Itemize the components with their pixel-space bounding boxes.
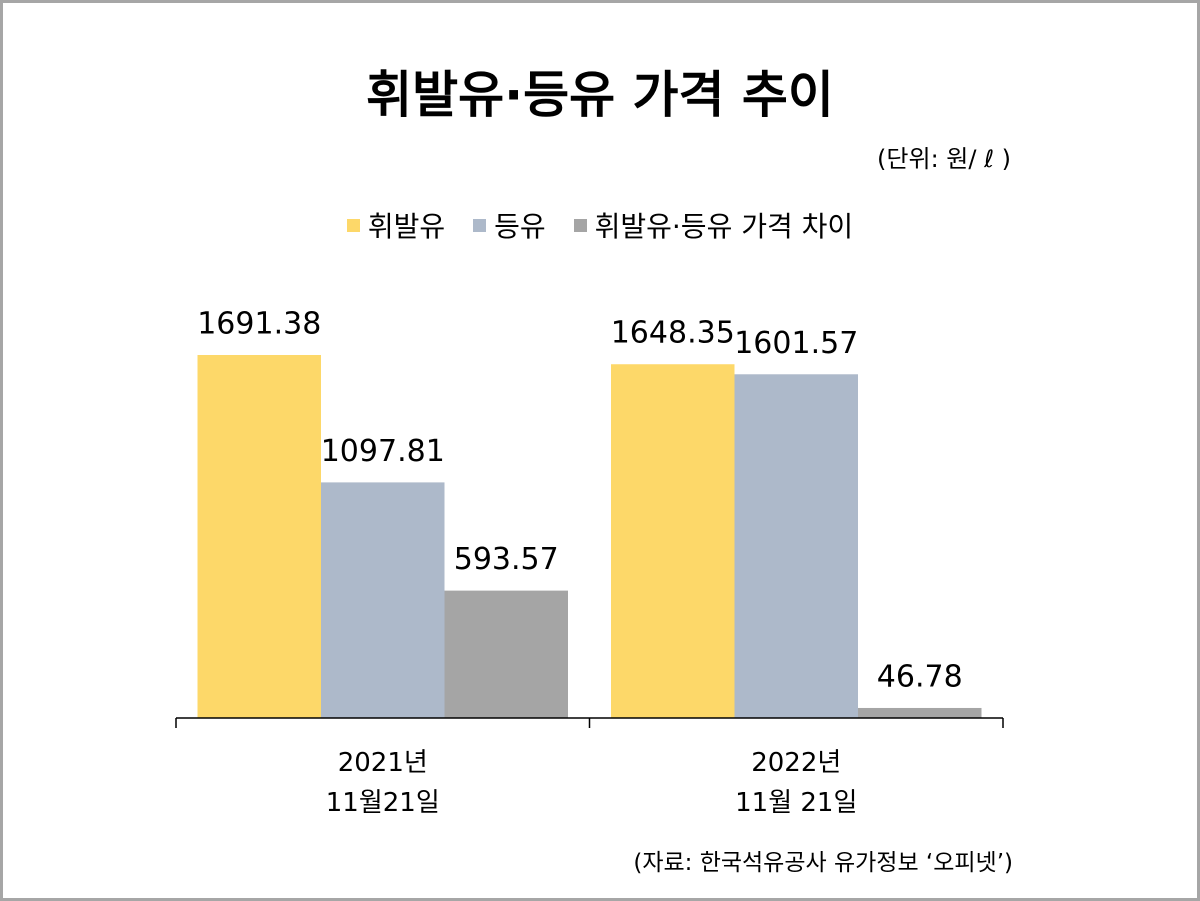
legend-swatch <box>573 218 587 232</box>
data-label: 1601.57 <box>734 326 858 361</box>
legend-item: 휘발유 <box>346 205 446 245</box>
legend-label: 등유 <box>494 210 546 243</box>
legend: 휘발유 등유 휘발유·등유 가격 차이 <box>3 205 1197 245</box>
data-label: 1691.38 <box>197 307 321 342</box>
x-tick-label: 2021년 11월21일 <box>325 748 440 818</box>
x-tick-label: 2022년 11월 21일 <box>735 748 858 818</box>
legend-label: 휘발유 <box>367 210 446 243</box>
data-label: 1648.35 <box>611 316 735 351</box>
source-note: (자료: 한국석유공사 유가정보 ‘오피넷’) <box>633 850 1013 876</box>
unit-label: (단위: 원/ ℓ ) <box>877 145 1011 173</box>
bar <box>611 364 735 718</box>
bar <box>197 355 321 718</box>
bar <box>858 707 982 718</box>
legend-label: 휘발유·등유 가격 차이 <box>594 210 854 243</box>
legend-swatch <box>473 218 487 232</box>
chart-title: 휘발유·등유 가격 추이 <box>366 66 834 124</box>
data-label: 46.78 <box>877 659 963 694</box>
bar <box>734 374 858 718</box>
legend-item: 등유 <box>473 205 546 245</box>
data-label: 1097.81 <box>321 434 445 469</box>
bar <box>321 482 445 718</box>
legend-swatch <box>346 218 360 232</box>
data-label: 593.57 <box>454 542 559 577</box>
plot: 1691.38 1097.81 593.57 1648.35 1601.57 46.78 <box>175 307 1004 728</box>
legend-item: 휘발유·등유 가격 차이 <box>573 205 854 245</box>
bar <box>444 590 568 718</box>
